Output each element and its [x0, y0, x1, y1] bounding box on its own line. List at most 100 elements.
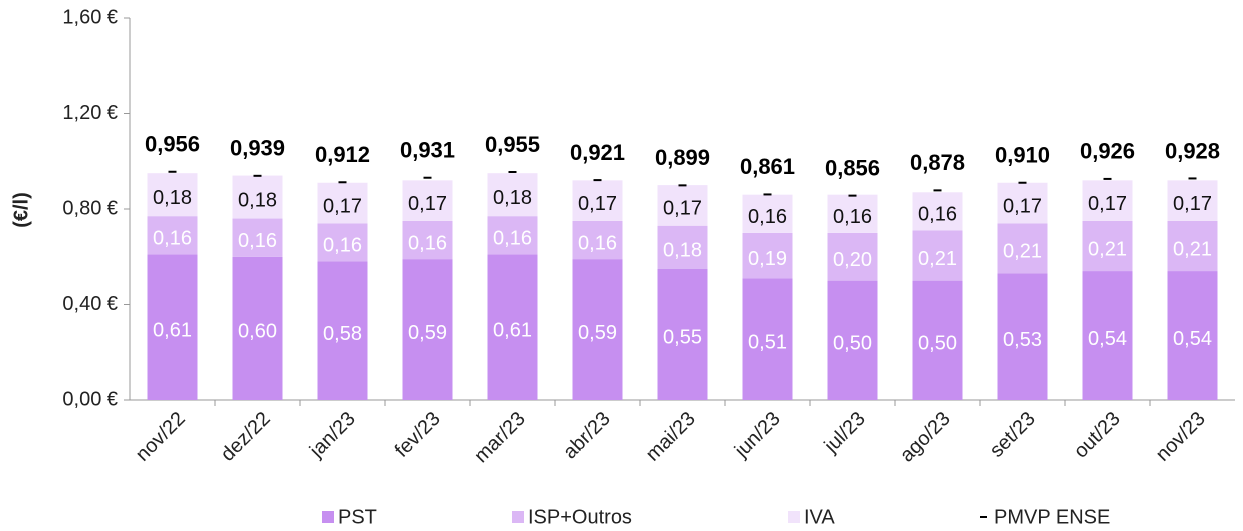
total-label: 0,912 [315, 142, 370, 167]
bar-segment [1167, 220, 1218, 272]
data-label: 0,50 [918, 333, 957, 355]
bar-segment [1082, 220, 1133, 272]
bar-segment [1167, 271, 1218, 400]
x-tick-label: dez/22 [217, 408, 275, 466]
data-label: 0,51 [748, 331, 787, 353]
legend-swatch [322, 511, 334, 523]
data-label: 0,20 [833, 249, 872, 271]
data-label: 0,21 [918, 248, 957, 270]
bar-segment [912, 280, 963, 400]
total-label: 0,878 [910, 150, 965, 175]
data-label: 0,17 [1173, 193, 1212, 215]
bar-segment [232, 256, 283, 400]
bar-segment [317, 261, 368, 400]
total-label: 0,926 [1080, 139, 1135, 164]
bar-segment [657, 225, 708, 269]
bar-segment [487, 216, 538, 255]
y-tick-label: 1,20 € [62, 102, 118, 124]
total-label: 0,910 [995, 143, 1050, 168]
total-label: 0,931 [400, 138, 455, 163]
x-tick-label: jan/23 [305, 408, 360, 463]
y-tick-label: 0,00 € [62, 388, 118, 410]
y-axis-label: (€/l) [10, 192, 32, 228]
data-label: 0,17 [323, 195, 362, 217]
x-tick-label: set/23 [986, 408, 1040, 462]
bar-segment [147, 216, 198, 255]
data-label: 0,16 [323, 235, 362, 257]
total-label: 0,928 [1165, 138, 1220, 163]
bar-segment [317, 223, 368, 262]
bar-segment [232, 218, 283, 257]
x-tick-label: jul/23 [820, 408, 870, 458]
bar-segment [912, 230, 963, 281]
data-label: 0,55 [663, 327, 702, 349]
total-label: 0,921 [570, 140, 625, 165]
total-label: 0,956 [145, 132, 200, 157]
bar-segment [657, 185, 708, 226]
data-label: 0,16 [578, 232, 617, 254]
data-label: 0,60 [238, 321, 277, 343]
data-label: 0,16 [918, 204, 957, 226]
data-label: 0,59 [408, 322, 447, 344]
data-label: 0,21 [1003, 241, 1042, 263]
data-label: 0,50 [833, 333, 872, 355]
bar-segment [997, 182, 1048, 224]
bar-segment [997, 273, 1048, 400]
x-tick-label: abr/23 [559, 408, 615, 464]
data-label: 0,17 [578, 193, 617, 215]
bar-segment [742, 232, 793, 279]
data-label: 0,17 [1003, 195, 1042, 217]
bar-segment [487, 254, 538, 400]
data-label: 0,16 [833, 206, 872, 228]
bar-segment [317, 182, 368, 224]
x-tick-label: nov/22 [132, 408, 190, 466]
legend-label: IVA [804, 506, 835, 528]
total-label: 0,939 [230, 136, 285, 161]
y-tick-label: 0,80 € [62, 197, 118, 219]
data-label: 0,61 [153, 319, 192, 341]
bar-segment [827, 232, 878, 281]
bar-segment [657, 268, 708, 400]
data-label: 0,17 [408, 193, 447, 215]
bar-segment [572, 259, 623, 400]
data-label: 0,59 [578, 322, 617, 344]
data-label: 0,61 [493, 319, 532, 341]
y-tick-label: 0,40 € [62, 293, 118, 315]
data-label: 0,18 [153, 187, 192, 209]
total-label: 0,899 [655, 145, 710, 170]
data-label: 0,16 [153, 228, 192, 250]
x-tick-label: mai/23 [642, 408, 700, 466]
data-label: 0,16 [748, 206, 787, 228]
data-label: 0,54 [1173, 328, 1212, 350]
bar-segment [1082, 271, 1133, 400]
bar-segment [827, 194, 878, 233]
bar-segment [742, 278, 793, 400]
total-label: 0,856 [825, 155, 880, 180]
bar-segment [1167, 180, 1218, 221]
bar-segment [487, 173, 538, 217]
x-tick-label: ago/23 [896, 408, 955, 467]
legend-label: PST [338, 506, 377, 528]
total-label: 0,861 [740, 154, 795, 179]
data-label: 0,16 [493, 228, 532, 250]
data-label: 0,18 [238, 189, 277, 211]
bar-segment [742, 194, 793, 233]
bar-segment [1082, 180, 1133, 221]
data-label: 0,17 [1088, 193, 1127, 215]
bar-segment [147, 254, 198, 400]
bar-segment [827, 280, 878, 400]
bar-segment [572, 220, 623, 260]
data-label: 0,18 [663, 239, 702, 261]
legend-label: ISP+Outros [528, 506, 632, 528]
data-label: 0,58 [323, 323, 362, 345]
legend-swatch [788, 511, 800, 523]
legend-label: PMVP ENSE [994, 506, 1110, 528]
data-label: 0,17 [663, 198, 702, 220]
x-tick-label: fev/23 [391, 408, 445, 462]
x-tick-label: nov/23 [1152, 408, 1210, 466]
bar-segment [572, 180, 623, 221]
data-label: 0,54 [1088, 328, 1127, 350]
bar-segment [912, 192, 963, 231]
bar-segment [402, 259, 453, 400]
